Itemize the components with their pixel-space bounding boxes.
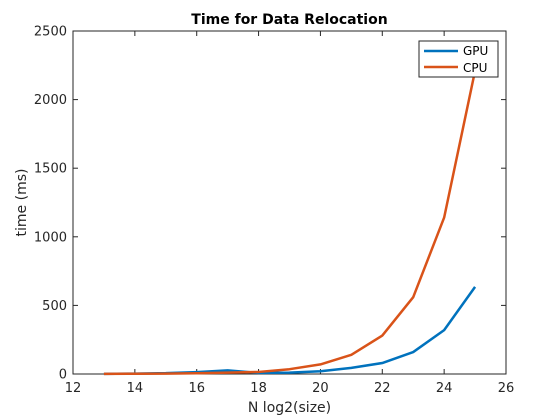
y-tick-label-2: 1000 [34,230,67,245]
x-tick-label-5: 22 [374,381,391,396]
legend-cpu-label: CPU [463,61,487,75]
series-line-cpu [103,70,477,376]
axis-ticks: 12 14 16 18 20 22 24 26 0 500 1000 1500 2000 2500 [34,25,514,397]
plot-area [72,30,507,375]
y-tick-label-1: 500 [42,299,67,314]
x-tick-label-0: 12 [65,381,82,396]
x-tick-label-3: 18 [250,381,267,396]
y-tick-label-4: 2000 [34,93,67,108]
x-tick-label-1: 14 [127,381,144,396]
legend: GPU CPU [418,40,499,78]
plot-box [72,30,507,375]
legend-gpu-label: GPU [463,44,488,58]
x-axis-label: N log2(size) [248,400,331,416]
y-axis-label: time (ms) [14,169,30,237]
y-tick-label-5: 2500 [34,25,67,40]
x-tick-label-4: 20 [312,381,329,396]
legend-box [418,40,499,78]
x-tick-label-7: 26 [498,381,515,396]
series-lines [103,70,477,376]
x-tick-label-2: 16 [188,381,205,396]
y-tick-label-0: 0 [59,368,67,383]
x-tick-label-6: 24 [436,381,453,396]
chart-title: Time for Data Relocation [191,12,387,28]
y-tick-label-3: 1500 [34,162,67,177]
